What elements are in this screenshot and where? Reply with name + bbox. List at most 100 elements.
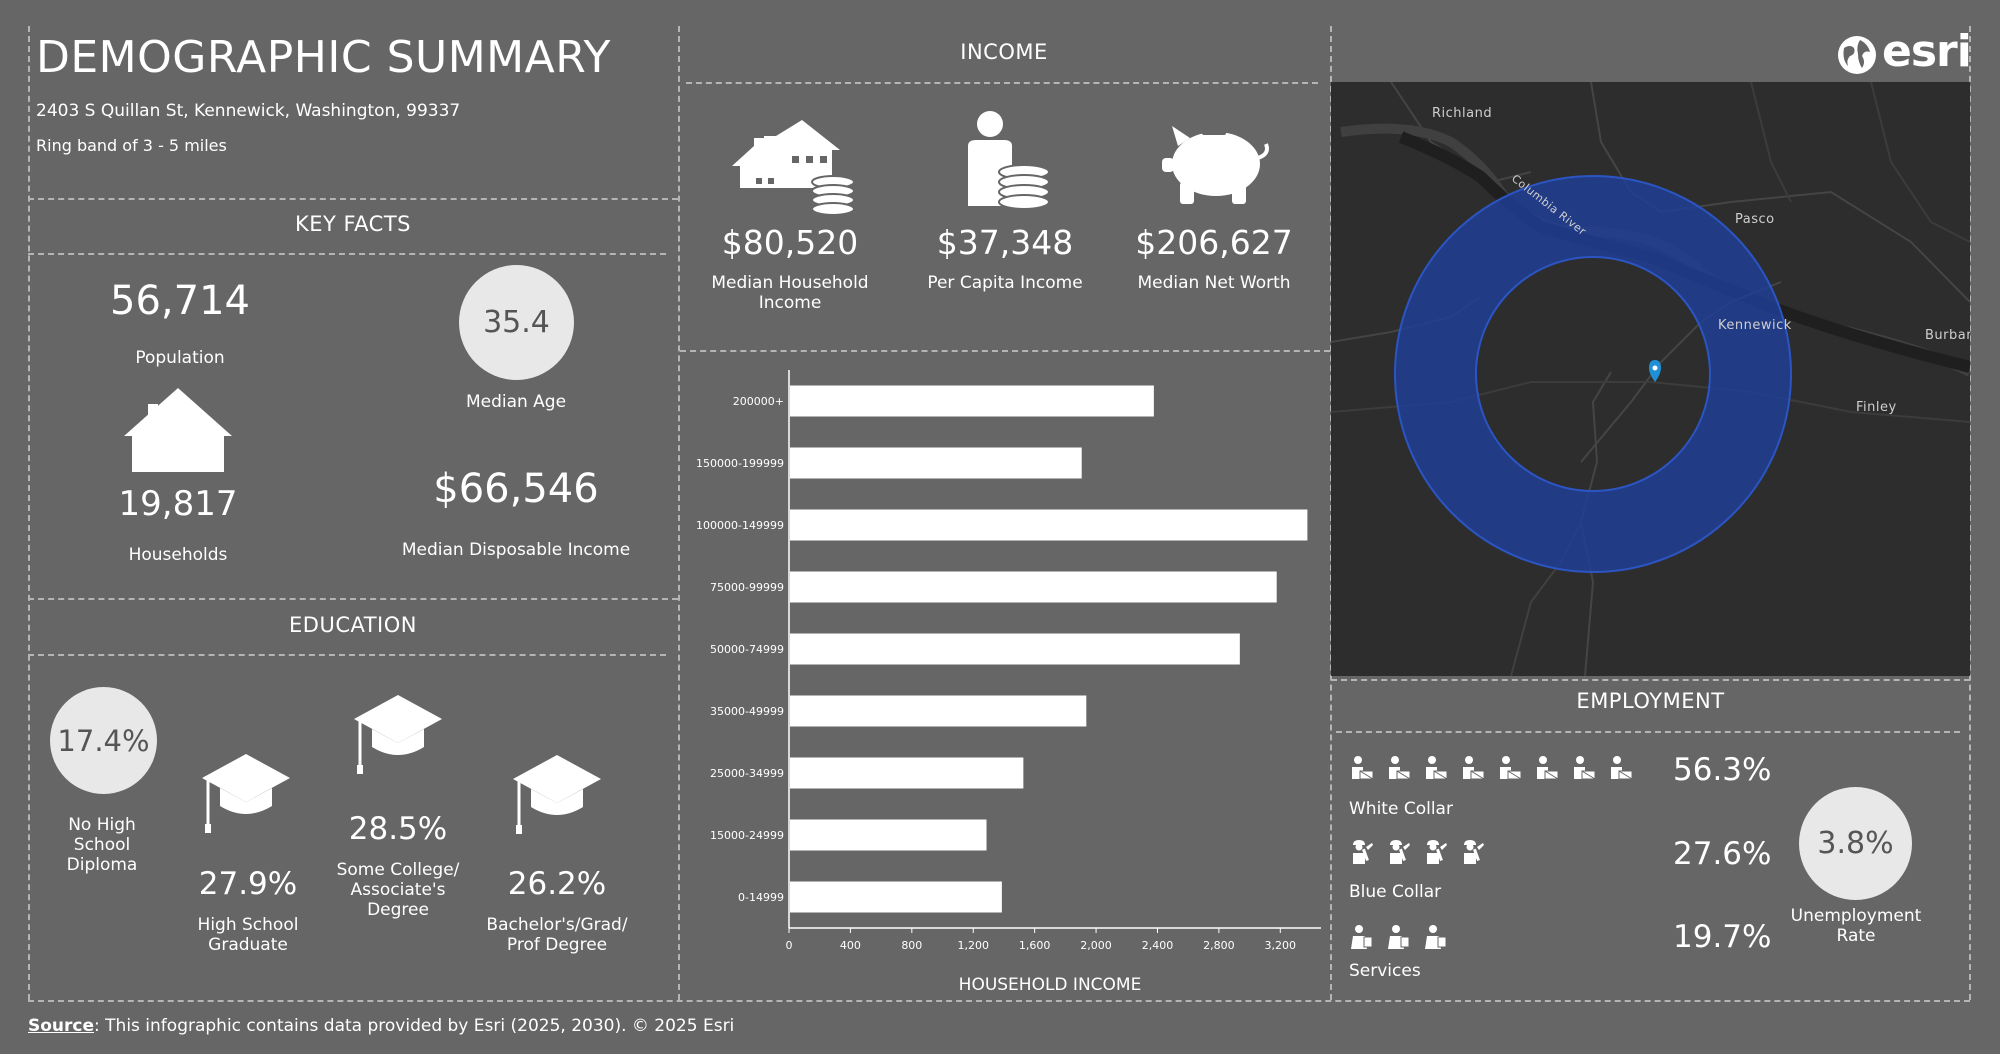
household-income-label: Median Household Income [711,273,869,313]
white-collar-value: 56.3% [1673,752,1772,788]
population-value: 56,714 [110,278,250,324]
divider [1969,26,1971,1000]
divider [28,598,678,600]
graduation-cap-icon [354,695,442,774]
divider [1331,679,1970,681]
divider [28,1000,1970,1002]
households-label: Households [128,545,228,565]
y-tick-label: 15000-24999 [710,829,784,842]
map-canvas [1331,82,1970,676]
per-capita-income-value: $37,348 [936,223,1074,262]
bar [790,881,1002,913]
map-label-kennewick: Kennewick [1718,318,1792,333]
x-tick-label: 800 [901,939,922,952]
source-prefix: Source [28,1016,95,1036]
y-tick-label: 100000-149999 [696,519,784,532]
y-tick-label: 35000-49999 [710,705,784,718]
unemployment-value: 3.8% [1817,826,1894,861]
y-tick-label: 200000+ [733,395,784,408]
page-title: DEMOGRAPHIC SUMMARY [36,32,611,83]
blue-collar-label: Blue Collar [1349,882,1442,902]
key-facts-header: KEY FACTS [294,212,411,236]
x-tick-label: 3,200 [1265,939,1297,952]
house-icon [124,388,232,472]
esri-logo: esri [1882,26,1972,77]
households-value: 19,817 [118,484,238,524]
hs-graduate-label: High School Graduate [197,915,299,955]
x-tick-label: 2,400 [1142,939,1174,952]
white-collar-worker-icon [1498,756,1535,785]
divider [686,82,1318,84]
services-worker-icon [1350,925,1387,954]
blue-collar-worker-icon [1350,840,1387,869]
household-income-value: $80,520 [721,223,859,262]
x-tick-label: 1,600 [1019,939,1051,952]
unemployment-circle: 3.8% [1799,787,1912,900]
bachelors-value: 26.2% [507,866,607,902]
ring-band: Ring band of 3 - 5 miles [36,136,227,155]
employment-header: EMPLOYMENT [1576,689,1725,713]
blue-collar-value: 27.6% [1673,836,1772,872]
graduation-cap-icon [202,754,290,833]
person-coins-icon [968,111,1050,210]
divider [678,26,680,1000]
disposable-income-value: $66,546 [433,466,599,512]
bar [790,757,1024,789]
source-note: Source: This infographic contains data p… [28,1016,734,1036]
services-icons [1350,924,1461,954]
esri-globe-icon [1838,36,1876,74]
bachelors-label: Bachelor's/Grad/ Prof Degree [486,915,628,955]
net-worth-label: Median Net Worth [1137,273,1291,293]
map-label-pasco: Pasco [1735,212,1775,227]
x-tick-label: 2,800 [1203,939,1235,952]
disposable-income-label: Median Disposable Income [401,540,631,560]
y-tick-label: 50000-74999 [710,643,784,656]
graduation-cap-icon [513,755,601,834]
no-diploma-value: 17.4% [57,723,150,758]
services-worker-icon [1424,925,1461,954]
y-tick-label: 0-14999 [738,891,784,904]
blue-collar-worker-icon [1461,840,1498,869]
y-tick-label: 150000-199999 [696,457,784,470]
services-value: 19.7% [1673,919,1772,955]
white-collar-worker-icon [1572,756,1609,785]
divider [28,198,678,200]
income-header: INCOME [960,40,1048,64]
bar [790,385,1154,417]
y-tick-label: 75000-99999 [710,581,784,594]
blue-collar-worker-icon [1424,840,1461,869]
blue-collar-worker-icon [1387,840,1424,869]
white-collar-worker-icon [1387,756,1424,785]
services-label: Services [1349,961,1421,981]
source-text: : This infographic contains data provide… [94,1016,735,1036]
x-tick-label: 1,200 [957,939,989,952]
services-worker-icon [1387,925,1424,954]
no-diploma-label: No High School Diploma [66,815,138,875]
bar [790,819,987,851]
no-diploma-circle: 17.4% [50,687,157,794]
white-collar-worker-icon [1350,756,1387,785]
unemployment-label: Unemployment Rate [1790,906,1922,946]
median-age-label: Median Age [465,392,567,412]
white-collar-worker-icon [1535,756,1572,785]
piggy-bank-icon [1162,126,1269,204]
white-collar-worker-icon [1461,756,1498,785]
map-label-richland: Richland [1432,106,1493,121]
divider [28,654,666,656]
x-tick-label: 2,000 [1080,939,1112,952]
bar [790,571,1277,603]
net-worth-value: $206,627 [1135,223,1293,262]
blue-collar-icons [1350,839,1498,869]
median-age-value: 35.4 [483,305,550,340]
median-age-circle: 35.4 [459,265,574,380]
address: 2403 S Quillan St, Kennewick, Washington… [36,101,461,121]
bar [790,633,1240,665]
x-axis-title: HOUSEHOLD INCOME [959,975,1142,995]
some-college-value: 28.5% [348,811,448,847]
y-tick-label: 25000-34999 [710,767,784,780]
map-view[interactable]: Richland Pasco Kennewick Finley Burbar C… [1331,82,1970,676]
bar [790,695,1087,727]
white-collar-worker-icon [1424,756,1461,785]
x-tick-label: 400 [840,939,861,952]
divider [28,26,30,1000]
